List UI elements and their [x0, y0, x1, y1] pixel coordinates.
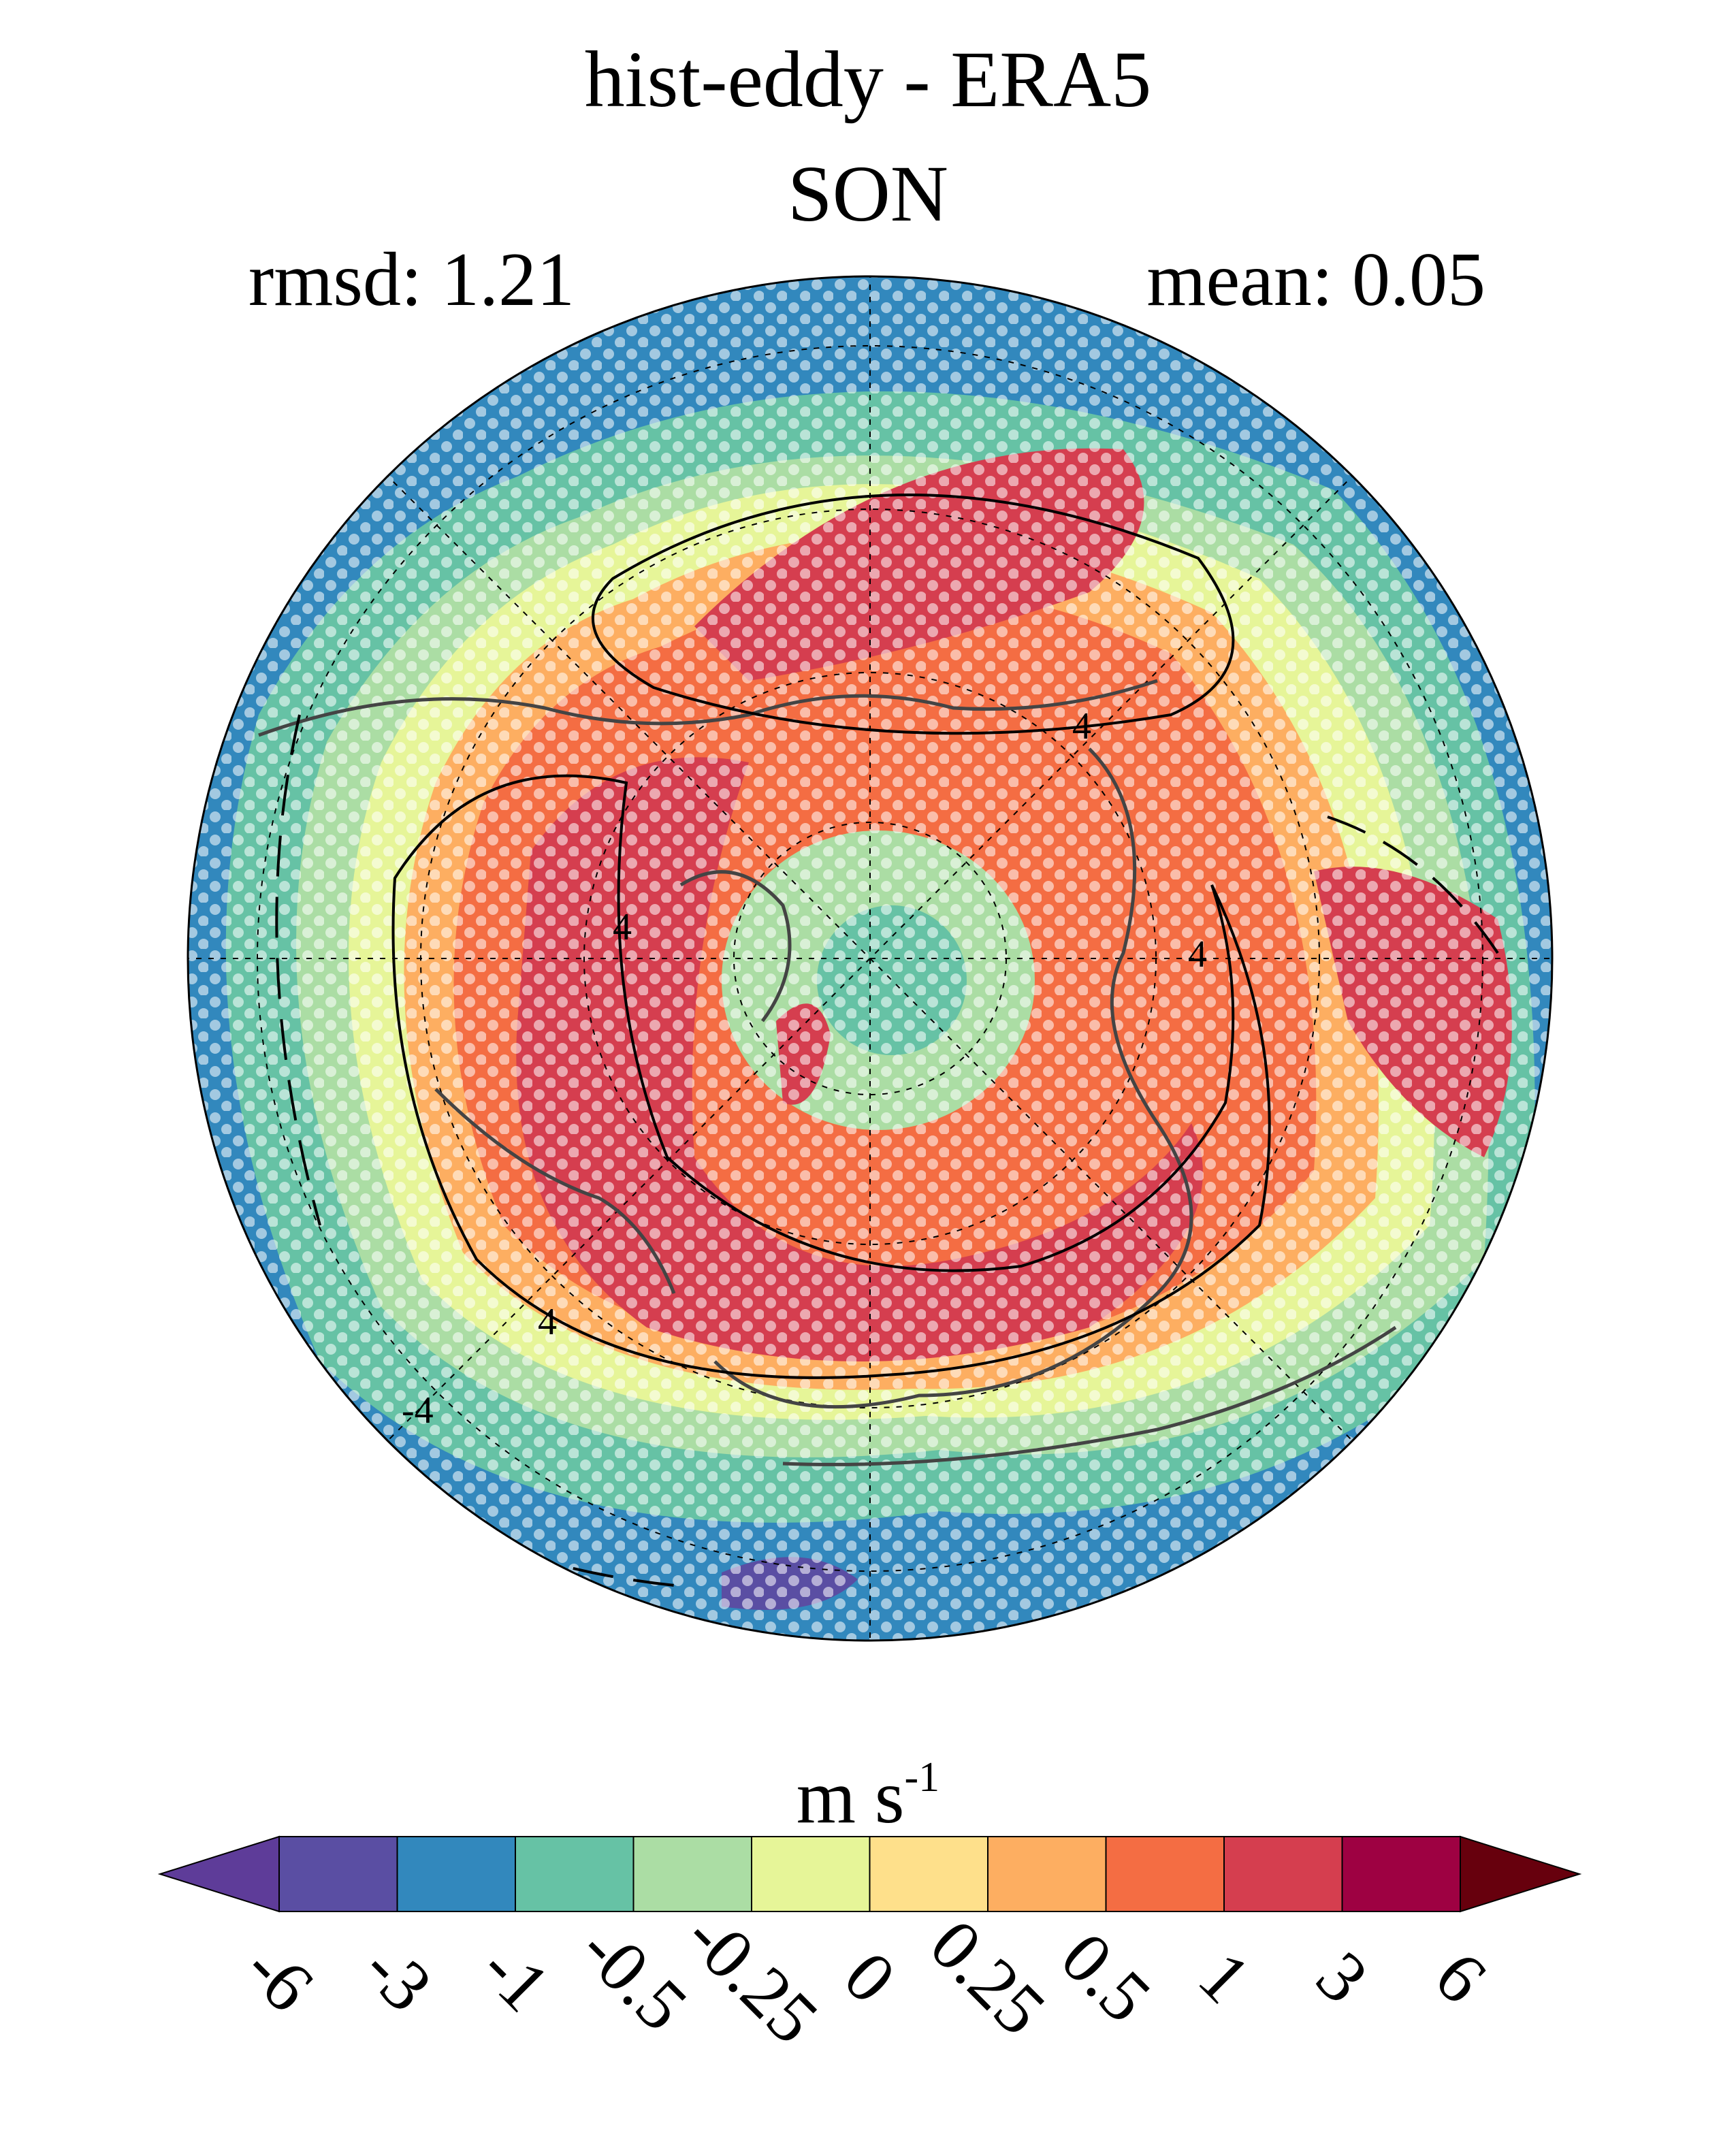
colorbar-cell: [869, 1836, 988, 1912]
rmsd-label: rmsd: 1.21: [248, 238, 575, 322]
colorbar-cell: [632, 1836, 752, 1912]
colorbar-cell: [396, 1836, 516, 1912]
season-label: SON: [787, 149, 949, 238]
colorbar-cell: [751, 1836, 871, 1912]
units-exponent: -1: [904, 1754, 940, 1801]
graticule: [188, 276, 1552, 1641]
contour-label: 4: [613, 906, 632, 948]
colorbar-cell: [278, 1836, 398, 1912]
colorbar-cell: [1341, 1836, 1461, 1912]
colorbar-cell: [515, 1836, 634, 1912]
mean-label: mean: 0.05: [1146, 238, 1485, 322]
contour-label: 4: [538, 1301, 557, 1343]
map-field: 4 4 4 4 -4: [188, 276, 1552, 1641]
units-base: m s: [796, 1755, 905, 1839]
colorbar-max-arrow: [1460, 1835, 1582, 1913]
figure-title: hist-eddy - ERA5: [584, 35, 1152, 124]
coastlines: [258, 679, 1397, 1466]
colorbar-cell: [987, 1836, 1107, 1912]
map-border: [187, 275, 1554, 1642]
units-label: m s-1: [0, 1756, 1736, 1835]
colorbar-cells: [157, 1835, 1582, 1913]
colorbar-cell: [1223, 1836, 1343, 1912]
colorbar-cell: [1105, 1836, 1225, 1912]
contour-labels: 4 4 4 4 -4: [402, 705, 1207, 1432]
colorbar-min-arrow: [157, 1835, 280, 1913]
contour-label: -4: [402, 1389, 434, 1432]
contour-label: 4: [1188, 933, 1207, 975]
contour-label: 4: [1072, 705, 1091, 747]
polar-map: 4 4 4 4 -4: [187, 275, 1554, 1642]
